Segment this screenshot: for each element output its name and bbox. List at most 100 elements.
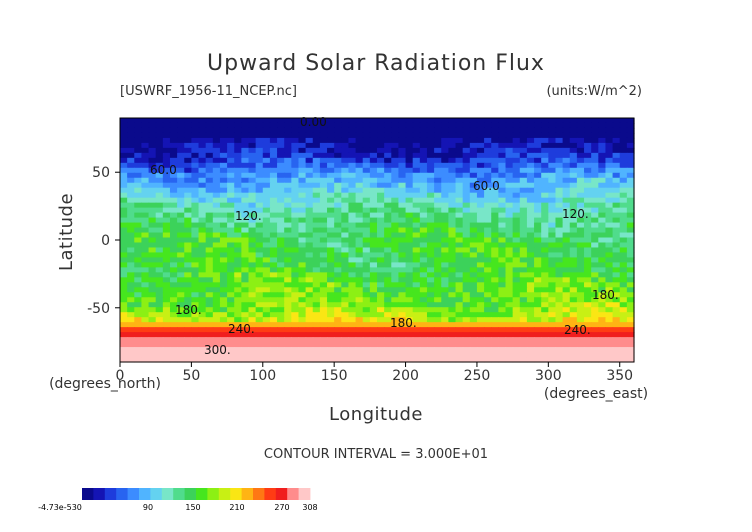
heatmap-cell	[334, 232, 342, 239]
heatmap-cell	[584, 307, 592, 313]
heatmap-cell	[169, 142, 178, 149]
heatmap-cell	[212, 327, 221, 333]
heatmap-cell	[198, 157, 207, 164]
heatmap-cell	[534, 187, 542, 194]
heatmap-cell	[555, 207, 564, 214]
heatmap-cell	[169, 277, 178, 283]
heatmap-cell	[355, 152, 364, 159]
heatmap-cell	[134, 357, 143, 363]
heatmap-cell	[255, 287, 264, 293]
heatmap-cell	[262, 137, 271, 144]
heatmap-cell	[305, 317, 314, 323]
heatmap-cell	[448, 172, 457, 179]
heatmap-cell	[405, 177, 414, 184]
heatmap-cell	[576, 352, 585, 358]
heatmap-cell	[141, 357, 150, 363]
heatmap-cell	[262, 118, 271, 124]
heatmap-cell	[169, 307, 178, 313]
heatmap-cell	[319, 162, 328, 169]
heatmap-cell	[505, 267, 514, 273]
heatmap-cell	[155, 222, 164, 229]
heatmap-cell	[405, 212, 414, 219]
heatmap-cell	[369, 332, 378, 338]
heatmap-cell	[319, 317, 328, 323]
heatmap-cell	[341, 272, 350, 278]
heatmap-cell	[441, 132, 449, 139]
heatmap-cell	[576, 242, 585, 249]
heatmap-cell	[355, 118, 364, 124]
heatmap-cell	[598, 267, 607, 273]
heatmap-cell	[241, 167, 250, 174]
heatmap-cell	[398, 217, 407, 224]
heatmap-cell	[341, 242, 350, 249]
heatmap-cell	[219, 352, 228, 358]
heatmap-cell	[619, 137, 628, 144]
heatmap-cell	[205, 347, 214, 353]
heatmap-cell	[598, 177, 607, 184]
heatmap-cell	[284, 347, 292, 353]
heatmap-cell	[412, 177, 421, 184]
heatmap-cell	[319, 167, 328, 174]
heatmap-cell	[598, 347, 607, 353]
heatmap-cell	[205, 227, 214, 234]
heatmap-cell	[248, 357, 257, 363]
heatmap-cell	[291, 347, 300, 353]
heatmap-cell	[619, 262, 628, 268]
heatmap-cell	[355, 267, 364, 273]
heatmap-cell	[541, 357, 549, 363]
heatmap-cell	[541, 322, 549, 328]
heatmap-cell	[319, 137, 328, 144]
heatmap-cell	[412, 272, 421, 278]
heatmap-cell	[141, 222, 150, 229]
heatmap-cell	[484, 157, 492, 164]
heatmap-cell	[327, 357, 335, 363]
heatmap-cell	[177, 192, 185, 199]
heatmap-cell	[269, 267, 278, 273]
heatmap-cell	[405, 237, 414, 244]
heatmap-cell	[227, 322, 235, 328]
heatmap-cell	[384, 182, 392, 189]
heatmap-cell	[191, 267, 200, 273]
heatmap-cell	[534, 292, 542, 298]
heatmap-cell	[227, 192, 235, 199]
heatmap-cell	[455, 202, 464, 209]
heatmap-cell	[241, 182, 250, 189]
heatmap-cell	[484, 332, 492, 338]
heatmap-cell	[626, 317, 635, 323]
heatmap-cell	[334, 312, 342, 318]
heatmap-cell	[205, 222, 214, 229]
heatmap-cell	[262, 312, 271, 318]
heatmap-cell	[148, 262, 157, 268]
heatmap-cell	[191, 352, 200, 358]
heatmap-cell	[469, 137, 478, 144]
heatmap-cell	[305, 172, 314, 179]
heatmap-cell	[519, 297, 528, 303]
heatmap-cell	[127, 152, 135, 159]
heatmap-cell	[348, 272, 357, 278]
heatmap-cell	[269, 242, 278, 249]
heatmap-cell	[227, 342, 235, 348]
heatmap-cell	[327, 327, 335, 333]
heatmap-cell	[534, 247, 542, 254]
heatmap-cell	[405, 257, 414, 264]
heatmap-cell	[441, 297, 449, 303]
heatmap-cell	[334, 147, 342, 154]
heatmap-cell	[534, 142, 542, 149]
heatmap-cell	[269, 247, 278, 254]
heatmap-cell	[412, 172, 421, 179]
heatmap-cell	[319, 352, 328, 358]
heatmap-cell	[584, 182, 592, 189]
heatmap-cell	[569, 307, 578, 313]
heatmap-cell	[262, 352, 271, 358]
heatmap-cell	[227, 287, 235, 293]
heatmap-cell	[605, 118, 614, 124]
heatmap-cell	[391, 212, 400, 219]
heatmap-cell	[355, 127, 364, 134]
heatmap-cell	[148, 157, 157, 164]
heatmap-cell	[405, 232, 414, 239]
heatmap-cell	[612, 182, 621, 189]
heatmap-cell	[548, 317, 557, 323]
heatmap-cell	[541, 257, 549, 264]
heatmap-cell	[598, 342, 607, 348]
heatmap-cell	[541, 277, 549, 283]
